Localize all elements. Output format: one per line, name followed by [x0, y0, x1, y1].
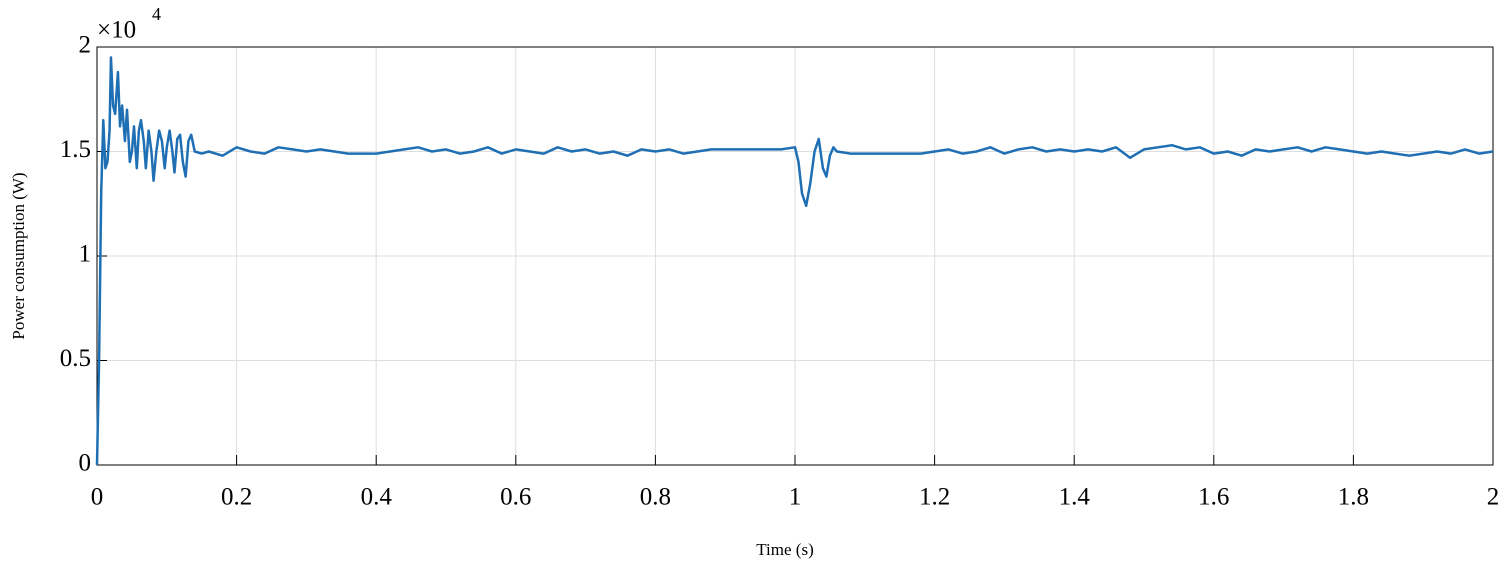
- x-axis-label: Time (s): [756, 540, 813, 559]
- x-tick-label: 1.2: [919, 484, 950, 511]
- x-tick-label: 0.4: [361, 484, 393, 511]
- x-tick-label: 1.8: [1338, 484, 1369, 511]
- y-multiplier: ×10: [97, 17, 136, 44]
- y-tick-label: 1: [79, 241, 92, 268]
- x-tick-label: 2: [1487, 484, 1500, 511]
- x-tick-label: 0.8: [640, 484, 671, 511]
- y-tick-label: 2: [79, 32, 92, 59]
- x-tick-label: 0.2: [221, 484, 252, 511]
- y-tick-label: 1.5: [60, 136, 91, 163]
- y-tick-label: 0.5: [60, 345, 91, 372]
- plot-frame: [96, 46, 1494, 466]
- x-tick-label: 0.6: [500, 484, 531, 511]
- y-multiplier-exponent: 4: [152, 4, 161, 24]
- y-axis-label: Power consumption (W): [9, 172, 28, 339]
- x-tick-label: 0: [91, 484, 104, 511]
- x-tick-label: 1.4: [1059, 484, 1091, 511]
- x-tick-label: 1.6: [1198, 484, 1229, 511]
- data-line: [95, 56, 1494, 466]
- x-tick-label: 1: [789, 484, 802, 511]
- y-tick-label: 0: [79, 450, 92, 477]
